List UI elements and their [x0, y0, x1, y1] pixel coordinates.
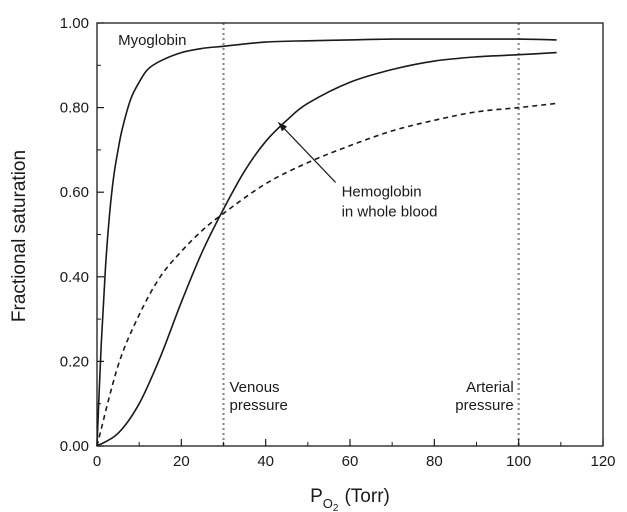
reference-line-label: Arterial: [466, 379, 514, 396]
x-tick-label: 40: [257, 453, 274, 470]
plot-frame: [96, 22, 604, 447]
axes: [96, 22, 604, 447]
annotation-arrow-shaft: [277, 121, 337, 183]
reference-line-label: pressure: [455, 397, 513, 414]
hemoglobin-whole-blood-curve: [96, 51, 557, 447]
y-tick-label: 0.00: [60, 438, 89, 455]
annotations: Myoglobin Hemoglobin in whole blood: [118, 32, 437, 221]
dashed-curve: [96, 102, 557, 447]
y-tick-label: 0.60: [60, 184, 89, 201]
x-tick-label: 80: [426, 453, 443, 470]
x-axis-title-unit: (Torr): [344, 486, 389, 507]
hemoglobin-label: Hemoglobin: [342, 183, 422, 200]
x-axis-title: PO2 (Torr): [310, 486, 390, 512]
y-tick-label: 0.80: [60, 100, 89, 117]
reference-line-label: pressure: [230, 397, 288, 414]
series-lines: [96, 38, 557, 447]
x-tick-label: 100: [506, 453, 531, 470]
x-tick-label: 60: [342, 453, 359, 470]
x-tick-label: 0: [93, 453, 101, 470]
y-tick-label: 0.40: [60, 269, 89, 286]
tick-labels: 0 20 40 60 80 100 120 0.00 0.20 0.40 0.60 0.80 1.00: [60, 15, 616, 470]
x-axis-title-subscript: O: [323, 496, 333, 511]
x-tick-label: 120: [590, 453, 615, 470]
y-tick-label: 0.20: [60, 353, 89, 370]
reference-line-label: Venous: [230, 379, 280, 396]
y-tick-label: 1.00: [60, 15, 89, 32]
myoglobin-curve: [96, 38, 557, 447]
x-axis-title-subscript-2: 2: [333, 503, 339, 512]
x-axis-title-main: P: [310, 486, 323, 507]
annotation-arrow-head: [278, 122, 288, 132]
x-tick-label: 20: [173, 453, 190, 470]
y-axis-title: Fractional saturation: [9, 150, 30, 322]
myoglobin-label: Myoglobin: [118, 32, 186, 49]
hemoglobin-label: in whole blood: [342, 203, 438, 220]
